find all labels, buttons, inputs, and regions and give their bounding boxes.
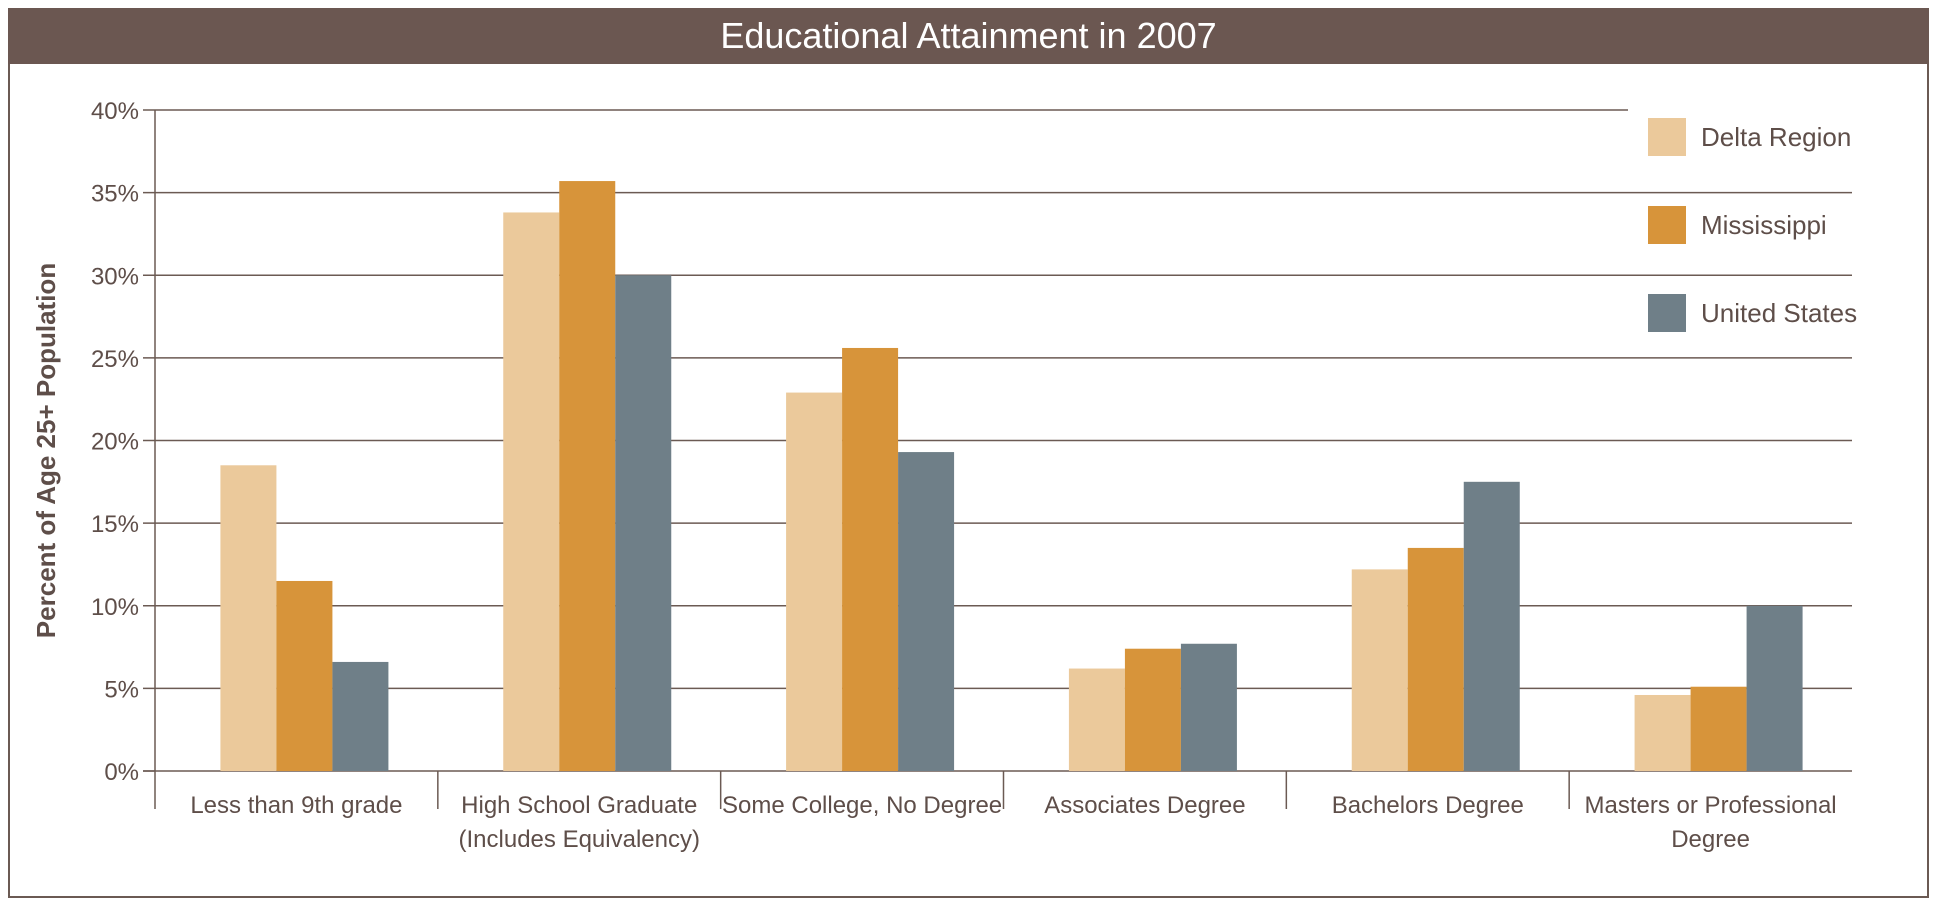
y-axis-label: Percent of Age 25+ Population [31,263,61,638]
x-category-label: Bachelors Degree [1332,792,1524,819]
y-tick-label: 35% [91,181,139,208]
y-tick-label: 20% [91,429,139,456]
x-category-label: High School Graduate (Includes Equivalenc… [459,792,700,853]
bar-mississippi [1124,648,1181,771]
x-category-label: Masters or Professional Degree [1585,792,1837,853]
y-tick-label: 25% [91,346,139,373]
y-tick-label: 0% [104,759,139,786]
x-category-label-line: Associates Degree [1044,792,1245,819]
bar-united-states [615,275,672,771]
bar-united-states [898,452,955,771]
bar-mississippi [559,181,616,771]
legend-label: United States [1701,298,1857,328]
bar-delta-region [220,465,277,771]
bar-mississippi [1407,547,1464,771]
bar-delta-region [503,212,560,771]
x-category-label-line: Some College, No Degree [722,792,1002,819]
x-category-label: Less than 9th grade [190,792,402,819]
x-category-label: Some College, No Degree [722,792,1002,819]
bar-united-states [332,661,389,771]
bar-mississippi [1690,686,1747,771]
legend-swatch [1648,206,1686,244]
legend-label: Mississippi [1701,210,1827,240]
chart-title: Educational Attainment in 2007 [8,8,1929,64]
bar-delta-region [1351,569,1408,771]
x-category-label-line: Degree [1671,826,1750,853]
legend-label: Delta Region [1701,122,1851,152]
y-tick-label: 10% [91,594,139,621]
x-category-label: Associates Degree [1044,792,1245,819]
y-tick-label: 40% [91,98,139,125]
x-category-label-line: Less than 9th grade [190,792,402,819]
bar-delta-region [1068,668,1125,771]
bar-united-states [1180,643,1237,771]
x-category-label-line: Masters or Professional [1585,792,1837,819]
x-category-label-line: Bachelors Degree [1332,792,1524,819]
bar-mississippi [842,347,899,771]
y-tick-label: 5% [104,676,139,703]
bar-delta-region [1634,694,1691,771]
x-category-label-line: (Includes Equivalency) [459,826,700,853]
y-tick-label: 15% [91,511,139,538]
bar-united-states [1746,605,1803,771]
y-tick-label: 30% [91,263,139,290]
legend-swatch [1648,294,1686,332]
bar-delta-region [786,392,843,771]
x-category-label-line: High School Graduate [461,792,697,819]
legend-swatch [1648,118,1686,156]
bar-united-states [1463,481,1520,771]
bar-mississippi [276,580,333,771]
